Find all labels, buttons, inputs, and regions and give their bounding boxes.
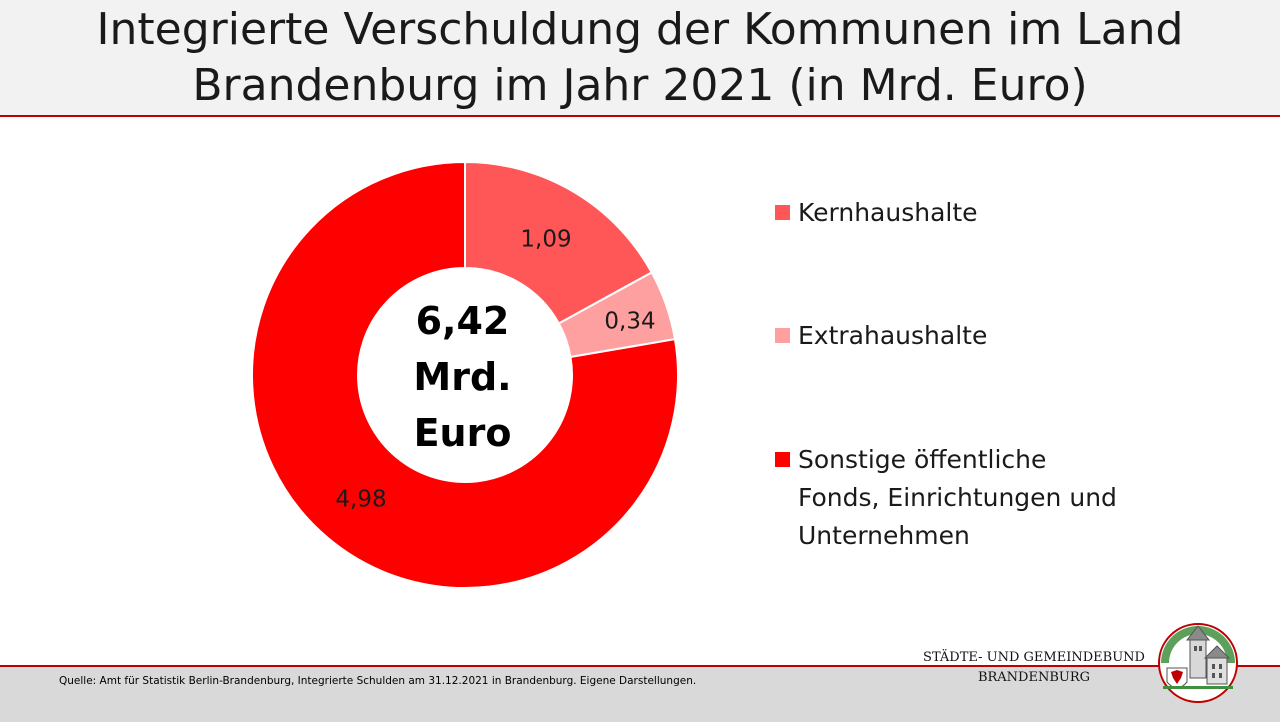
org-line-1: STÄDTE- UND GEMEINDEBUND [923, 650, 1145, 665]
organization-name: STÄDTE- UND GEMEINDEBUND BRANDENBURG [905, 648, 1163, 688]
legend-swatch [775, 328, 790, 343]
title-line-1: Integrierte Verschuldung der Kommunen im… [96, 4, 1184, 55]
footer-bar [0, 665, 1280, 722]
legend-swatch [775, 205, 790, 220]
donut-slice-3 [251, 160, 679, 589]
donut-center-label: 6,42 Mrd. Euro [380, 293, 545, 461]
legend-item-kernhaushalte: Kernhaushalte [775, 194, 1118, 232]
legend-label: Sonstige öffentliche Fonds, Einrichtunge… [798, 445, 1117, 550]
center-total: 6,42 [415, 299, 510, 343]
donut-slice-1 [464, 160, 654, 325]
legend-swatch [775, 452, 790, 467]
legend-item-sonstige: Sonstige öffentliche Fonds, Einrichtunge… [775, 441, 1118, 555]
org-line-2: BRANDENBURG [977, 670, 1091, 685]
legend-label: Kernhaushalte [798, 198, 978, 227]
page-title: Integrierte Verschuldung der Kommunen im… [0, 2, 1280, 114]
center-unit-2: Euro [413, 411, 512, 455]
coat-of-arms-logo-icon [1158, 623, 1238, 703]
data-label-2: 0,34 [604, 309, 655, 335]
center-unit-1: Mrd. [413, 355, 512, 399]
legend-label: Extrahaushalte [798, 321, 988, 350]
title-bar [0, 0, 1280, 117]
data-label-3: 4,98 [335, 487, 386, 513]
source-note: Quelle: Amt für Statistik Berlin-Branden… [59, 675, 697, 687]
legend-item-extrahaushalte: Extrahaushalte [775, 317, 1118, 355]
title-line-2: Brandenburg im Jahr 2021 (in Mrd. Euro) [192, 60, 1088, 111]
data-label-1: 1,09 [520, 227, 571, 253]
